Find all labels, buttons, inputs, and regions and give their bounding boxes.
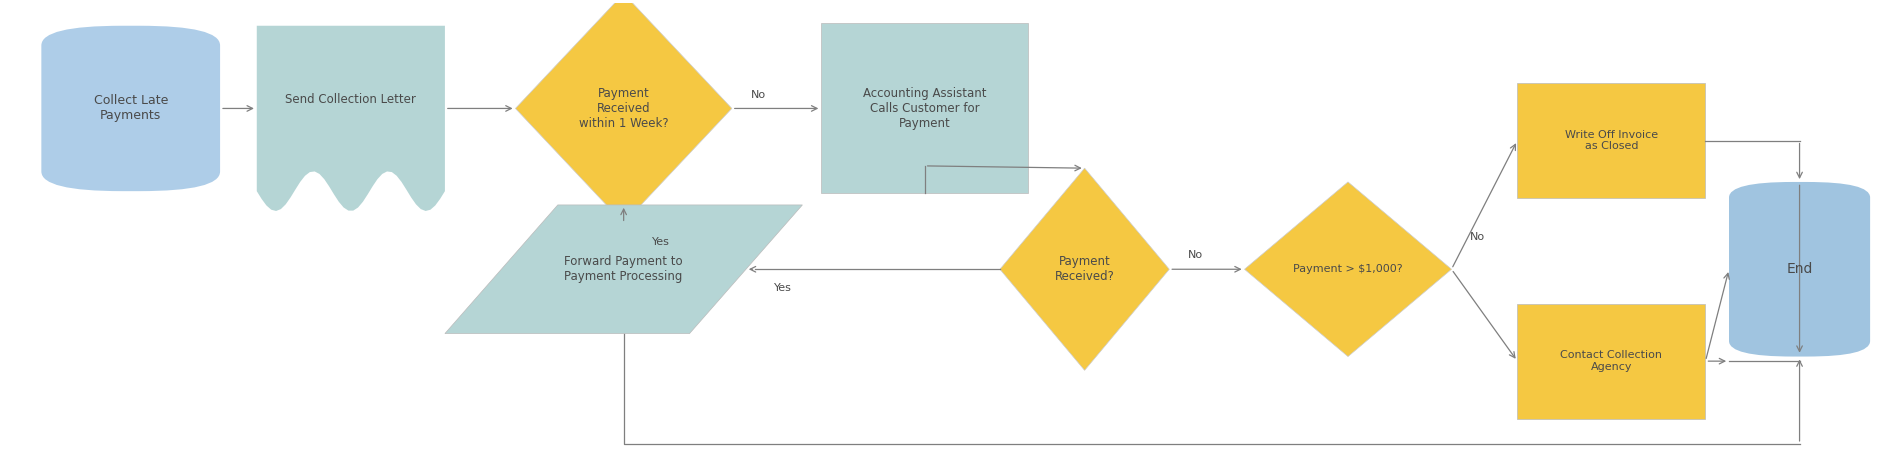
FancyBboxPatch shape (42, 26, 221, 191)
Polygon shape (515, 0, 732, 223)
Text: End: End (1787, 262, 1813, 276)
Text: Yes: Yes (651, 237, 670, 247)
Text: Payment > $1,000?: Payment > $1,000? (1293, 264, 1402, 274)
FancyBboxPatch shape (1517, 83, 1706, 198)
FancyBboxPatch shape (1728, 182, 1870, 357)
FancyBboxPatch shape (1517, 304, 1706, 419)
Text: Accounting Assistant
Calls Customer for
Payment: Accounting Assistant Calls Customer for … (862, 87, 987, 130)
Polygon shape (445, 205, 802, 333)
Text: No: No (751, 90, 766, 100)
Text: Yes: Yes (774, 283, 793, 292)
Text: No: No (1470, 232, 1485, 242)
Polygon shape (1245, 182, 1451, 357)
Text: Contact Collection
Agency: Contact Collection Agency (1561, 350, 1662, 372)
Text: Collect Late
Payments: Collect Late Payments (94, 94, 168, 122)
FancyBboxPatch shape (821, 23, 1028, 193)
Polygon shape (1000, 168, 1170, 370)
Text: No: No (1189, 251, 1204, 260)
Text: Forward Payment to
Payment Processing: Forward Payment to Payment Processing (564, 255, 683, 283)
Text: Write Off Invoice
as Closed: Write Off Invoice as Closed (1564, 130, 1659, 152)
Text: Send Collection Letter: Send Collection Letter (285, 93, 417, 106)
Text: Payment
Received?: Payment Received? (1055, 255, 1115, 283)
Polygon shape (257, 26, 445, 211)
Text: Payment
Received
within 1 Week?: Payment Received within 1 Week? (579, 87, 668, 130)
